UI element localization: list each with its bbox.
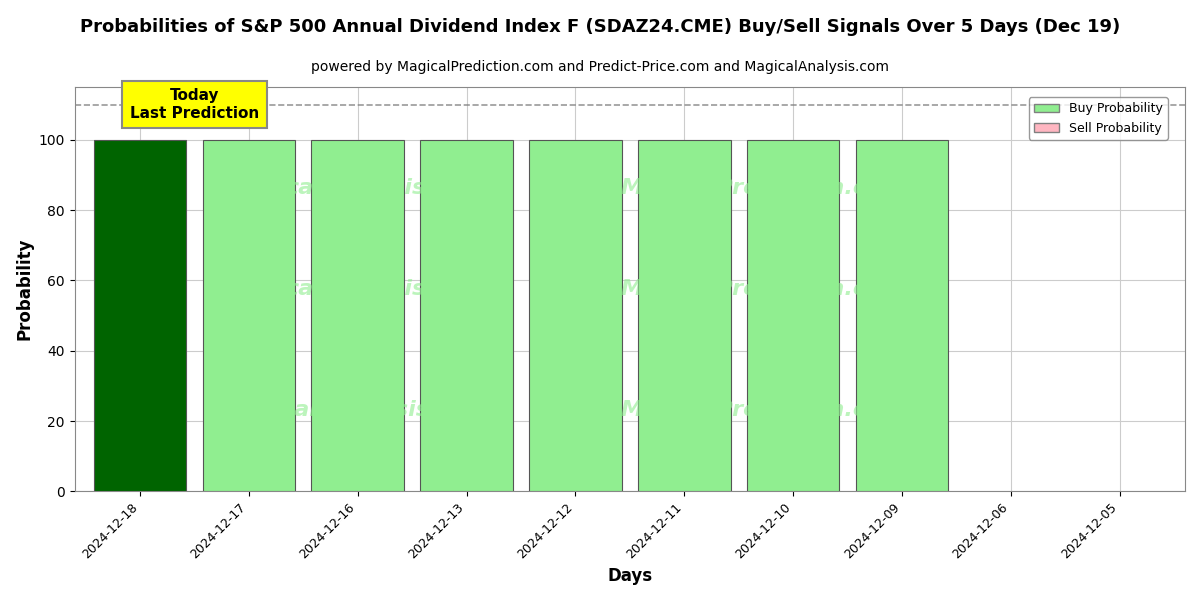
- Bar: [312, 140, 404, 491]
- Text: MagicalPrediction.com: MagicalPrediction.com: [620, 400, 905, 421]
- X-axis label: Days: Days: [607, 567, 653, 585]
- Text: calAnalysis.com: calAnalysis.com: [286, 279, 486, 299]
- Bar: [94, 140, 186, 491]
- Bar: [420, 140, 512, 491]
- Text: MagicalPrediction.com: MagicalPrediction.com: [620, 279, 905, 299]
- Text: Today
Last Prediction: Today Last Prediction: [130, 88, 259, 121]
- Text: calAn alysis.com: calAn alysis.com: [282, 400, 490, 421]
- Text: calAnalysis.com: calAnalysis.com: [286, 178, 486, 198]
- Bar: [529, 140, 622, 491]
- Y-axis label: Probability: Probability: [16, 238, 34, 340]
- Bar: [638, 140, 731, 491]
- Bar: [203, 140, 295, 491]
- Text: powered by MagicalPrediction.com and Predict-Price.com and MagicalAnalysis.com: powered by MagicalPrediction.com and Pre…: [311, 60, 889, 74]
- Bar: [856, 140, 948, 491]
- Text: MagicalPrediction.com: MagicalPrediction.com: [620, 178, 905, 198]
- Text: Probabilities of S&P 500 Annual Dividend Index F (SDAZ24.CME) Buy/Sell Signals O: Probabilities of S&P 500 Annual Dividend…: [80, 18, 1120, 36]
- Legend: Buy Probability, Sell Probability: Buy Probability, Sell Probability: [1028, 97, 1168, 140]
- Bar: [746, 140, 839, 491]
